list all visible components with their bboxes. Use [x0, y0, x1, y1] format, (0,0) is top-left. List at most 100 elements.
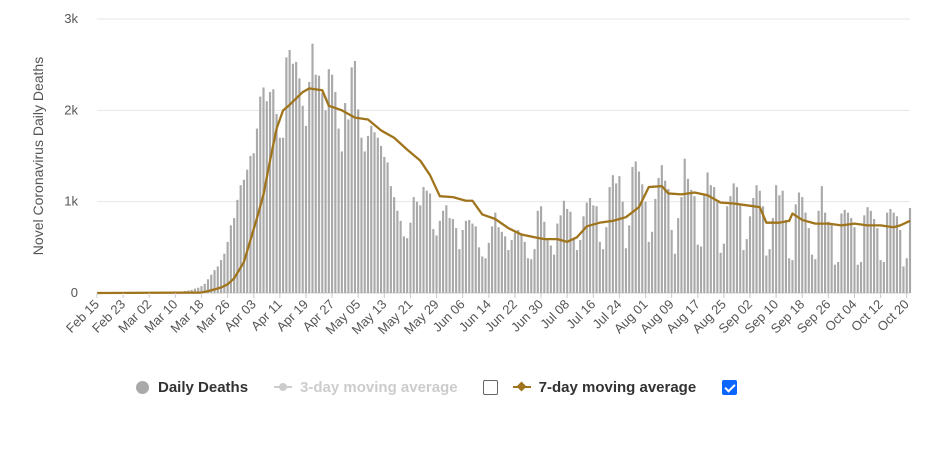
bar[interactable]: [412, 197, 415, 293]
bar[interactable]: [494, 212, 497, 293]
bar[interactable]: [366, 135, 370, 293]
bar[interactable]: [268, 92, 272, 293]
bar[interactable]: [582, 216, 585, 293]
bar[interactable]: [745, 239, 748, 293]
bar[interactable]: [448, 218, 451, 293]
bar[interactable]: [807, 228, 810, 293]
bar[interactable]: [631, 166, 634, 293]
bar[interactable]: [775, 185, 778, 293]
bar[interactable]: [239, 185, 242, 293]
bar[interactable]: [670, 229, 673, 293]
bar[interactable]: [791, 260, 794, 293]
bar[interactable]: [572, 238, 575, 293]
bar[interactable]: [517, 229, 520, 293]
bar[interactable]: [905, 258, 908, 293]
bar[interactable]: [324, 110, 327, 293]
bar[interactable]: [595, 206, 598, 293]
bar[interactable]: [866, 207, 869, 293]
bar[interactable]: [765, 255, 768, 293]
bar[interactable]: [193, 288, 197, 293]
bar[interactable]: [820, 186, 823, 293]
bar[interactable]: [523, 241, 526, 293]
bar[interactable]: [242, 179, 245, 293]
bar[interactable]: [859, 261, 863, 293]
bar[interactable]: [229, 225, 232, 293]
bar[interactable]: [650, 231, 654, 293]
bar[interactable]: [236, 199, 239, 293]
bar[interactable]: [713, 187, 716, 293]
bar[interactable]: [784, 219, 787, 293]
bar[interactable]: [882, 261, 885, 293]
bar[interactable]: [340, 151, 343, 293]
bar[interactable]: [259, 96, 262, 293]
bar[interactable]: [353, 61, 357, 294]
bar[interactable]: [592, 205, 595, 293]
bar[interactable]: [628, 225, 631, 293]
bar[interactable]: [641, 184, 644, 293]
bar[interactable]: [458, 249, 461, 293]
bar[interactable]: [739, 205, 742, 293]
bar[interactable]: [347, 119, 350, 293]
bar[interactable]: [618, 176, 621, 293]
bar[interactable]: [559, 215, 562, 293]
bar[interactable]: [732, 183, 735, 293]
bar[interactable]: [197, 287, 200, 293]
bar[interactable]: [588, 198, 592, 293]
bar[interactable]: [425, 190, 428, 293]
bar[interactable]: [451, 219, 454, 293]
bar[interactable]: [357, 109, 360, 293]
bar[interactable]: [402, 236, 405, 293]
bar[interactable]: [363, 151, 366, 293]
bar[interactable]: [415, 201, 419, 293]
bar[interactable]: [539, 206, 543, 293]
bar[interactable]: [311, 43, 314, 293]
bar[interactable]: [781, 190, 784, 293]
bar[interactable]: [575, 250, 579, 293]
bar[interactable]: [500, 231, 503, 293]
bar[interactable]: [566, 208, 569, 293]
bar[interactable]: [579, 240, 582, 293]
bar[interactable]: [585, 202, 588, 293]
bar[interactable]: [200, 286, 203, 293]
bar[interactable]: [729, 196, 732, 293]
bar[interactable]: [526, 258, 530, 293]
bar[interactable]: [487, 242, 490, 293]
bar[interactable]: [255, 128, 259, 293]
checkbox-7-day-average[interactable]: [722, 379, 738, 395]
bar[interactable]: [863, 215, 866, 293]
bar[interactable]: [278, 137, 281, 293]
bar[interactable]: [703, 194, 706, 293]
bar[interactable]: [608, 187, 611, 293]
bar[interactable]: [804, 212, 807, 293]
bar[interactable]: [794, 204, 797, 293]
bar[interactable]: [216, 266, 219, 293]
bar[interactable]: [644, 201, 647, 293]
bar[interactable]: [677, 218, 680, 293]
bar[interactable]: [298, 78, 301, 294]
bar[interactable]: [455, 228, 458, 293]
bar[interactable]: [696, 244, 699, 293]
bar[interactable]: [379, 145, 383, 293]
bar[interactable]: [389, 186, 392, 293]
bar[interactable]: [282, 137, 285, 293]
bar[interactable]: [490, 226, 494, 293]
bar[interactable]: [549, 245, 552, 293]
bar[interactable]: [667, 188, 670, 293]
bar[interactable]: [611, 175, 614, 293]
bar[interactable]: [206, 279, 210, 293]
bar[interactable]: [272, 89, 275, 293]
bar[interactable]: [824, 212, 827, 293]
bar[interactable]: [840, 213, 843, 293]
bar[interactable]: [637, 171, 641, 293]
bar[interactable]: [373, 132, 376, 293]
bar[interactable]: [771, 218, 774, 293]
bar[interactable]: [879, 260, 882, 293]
bar[interactable]: [869, 210, 872, 293]
bar[interactable]: [722, 243, 725, 293]
bar[interactable]: [288, 50, 291, 293]
bar[interactable]: [203, 283, 206, 293]
bar[interactable]: [497, 227, 500, 293]
bar[interactable]: [461, 229, 464, 293]
bar[interactable]: [520, 233, 523, 293]
bar[interactable]: [761, 206, 765, 293]
